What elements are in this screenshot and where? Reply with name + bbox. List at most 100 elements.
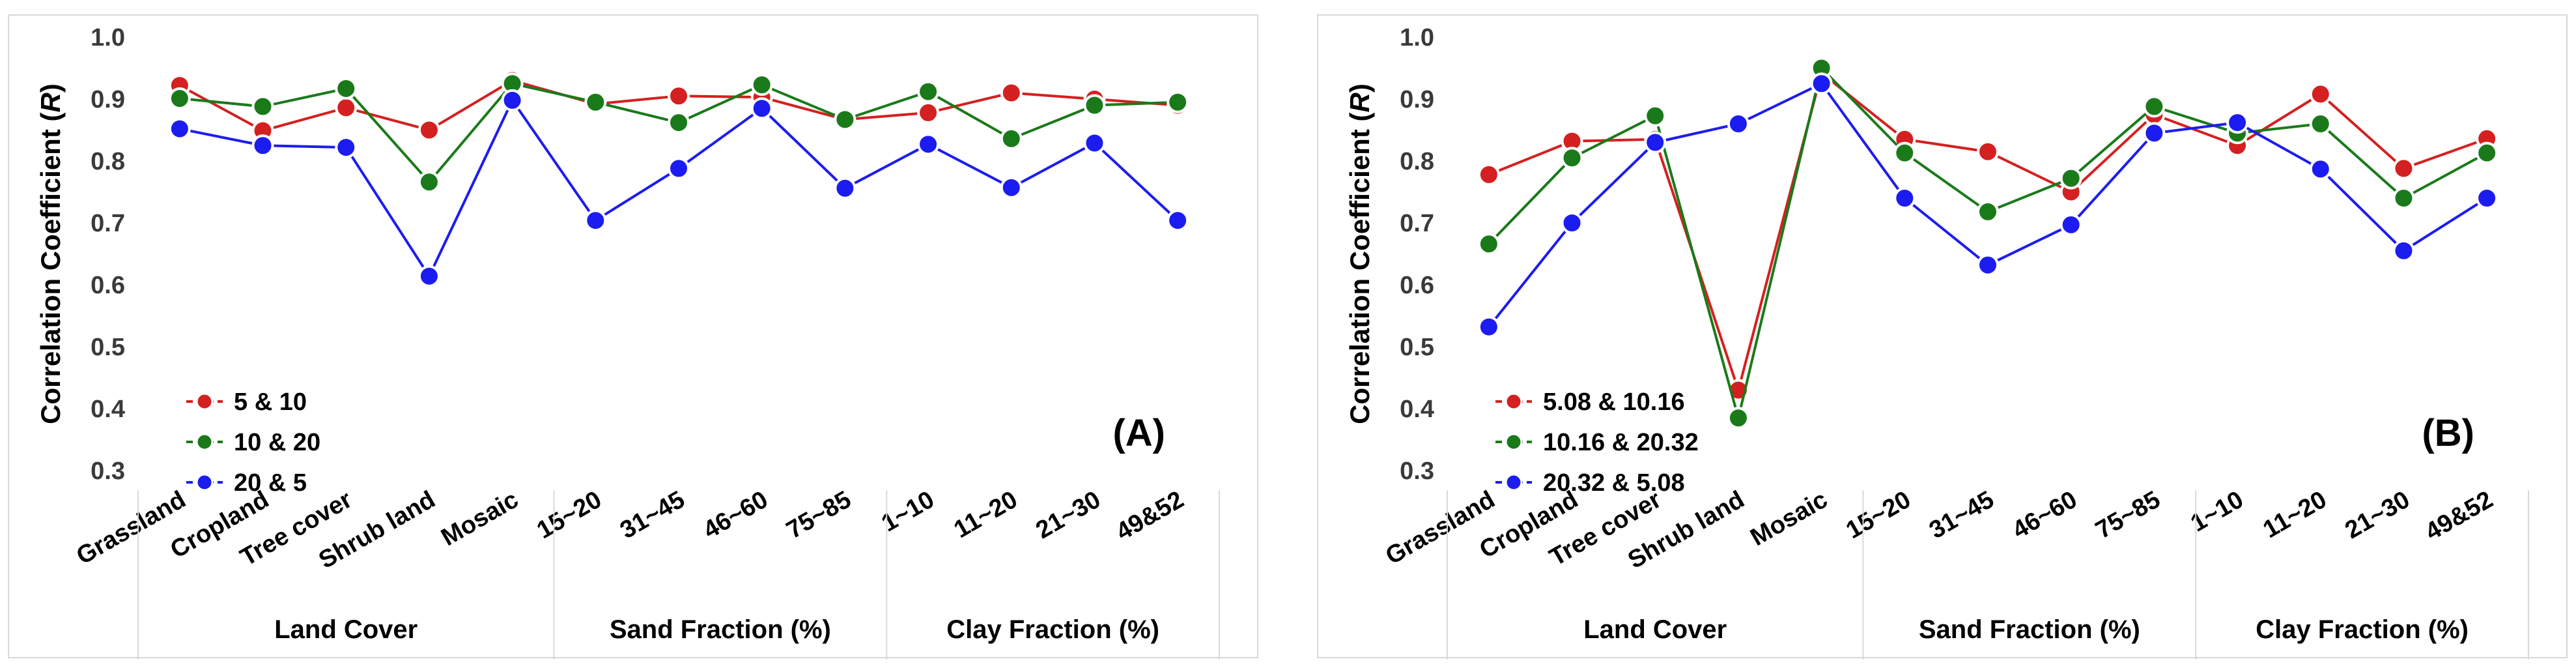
data-point [1083,94,1106,117]
data-point [1167,209,1189,232]
data-point [1810,72,1833,95]
data-point [750,74,773,96]
legend-marker-1 [1505,433,1523,451]
data-point [1893,187,1916,209]
data-point [834,108,856,131]
legend-label-0: 5 & 10 [234,388,307,416]
line-chart-b: 0.3 0.4 0.5 0.6 0.7 0.8 0.9 1.0 Correlation Coef… [1344,24,2529,660]
data-point [584,91,607,113]
data-point [2392,187,2415,209]
y-tick-label: 0.8 [91,148,125,175]
data-point [668,111,690,134]
data-point [418,265,440,287]
data-point [2392,157,2415,180]
category-label: 15~20 [1841,486,1915,544]
y-axis-label: Correlation Coefficient (R) [35,83,66,424]
data-point [1000,176,1023,199]
legend-label-2: 20 & 5 [234,469,307,497]
data-point [1167,91,1189,113]
group-label: Land Cover [1583,615,1727,644]
y-axis-label-suffix: ) [35,83,66,93]
category-label: 15~20 [532,486,606,544]
data-point [2143,95,2166,118]
category-label: 46~60 [2008,486,2082,544]
data-point [1727,113,1749,135]
y-tick-label: 0.4 [1400,396,1434,423]
data-point [1000,81,1023,104]
chart-panel-a: 0.3 0.4 0.5 0.6 0.7 0.8 0.9 1.0 Correlation Coef… [8,14,1258,660]
group-label: Sand Fraction (%) [610,615,831,644]
data-point [335,77,358,100]
chart-panel-b: 0.3 0.4 0.5 0.6 0.7 0.8 0.9 1.0 Correlation Coef… [1317,14,2568,660]
data-point [2059,213,2082,236]
category-label: 21~30 [1032,486,1105,544]
data-point [418,171,440,194]
data-point [2309,113,2332,135]
data-point [1561,212,1583,234]
line-chart-a: 0.3 0.4 0.5 0.6 0.7 0.8 0.9 1.0 Correlation Coef… [35,24,1220,660]
data-point [1977,254,1999,276]
data-point [1727,407,1749,430]
legend-label-1: 10.16 & 20.32 [1543,429,1699,456]
legend-marker-0 [195,392,214,411]
data-point [1477,315,1500,338]
data-point [917,133,940,156]
data-point [2309,83,2332,106]
data-point [1977,200,1999,223]
category-label: 31~45 [616,486,689,544]
y-tick-label: 0.4 [91,396,125,423]
category-label: 21~30 [2341,486,2414,544]
group-label: Land Cover [274,615,418,644]
data-point [917,80,940,103]
legend-marker-2 [195,473,214,491]
data-point [1083,132,1106,154]
data-point [168,87,191,110]
y-tick-label: 1.0 [91,24,125,51]
y-tick-label: 0.7 [1400,210,1434,237]
group-label: Clay Fraction (%) [946,615,1159,644]
y-axis-label-suffix: ) [1344,83,1375,93]
data-point [2059,167,2082,190]
legend-label-1: 10 & 20 [234,429,320,456]
legend-label-0: 5.08 & 10.16 [1543,388,1685,416]
data-point [834,177,856,199]
category-label: 75~85 [782,486,855,544]
y-axis-label: Correlation Coefficient (R) [1344,83,1375,424]
data-point [501,89,524,111]
y-tick-label: 0.8 [1400,148,1434,175]
data-point [1644,104,1667,127]
data-point [1477,233,1500,256]
data-point [2143,122,2166,145]
legend-marker-2 [1505,473,1523,491]
category-label: 46~60 [699,486,772,544]
data-point [251,134,274,157]
data-point [2476,187,2498,209]
data-point [335,96,358,119]
category-label: Grassland [72,486,190,570]
panel-label-a: (A) [1112,412,1165,454]
data-point [335,136,358,159]
data-point [168,117,191,140]
data-point [1561,147,1583,169]
series-line-0 [1488,70,2487,395]
data-point [418,119,440,141]
y-axis-label-variable: R [1344,92,1375,112]
data-point [251,95,274,118]
panel-label-b: (B) [2422,412,2474,454]
data-point [2392,239,2415,262]
y-tick-label: 1.0 [1400,24,1434,51]
category-label: 11~20 [950,486,1023,544]
category-label: 49&52 [2421,486,2498,546]
data-point [2476,141,2498,164]
category-label: Mosaic [437,486,524,551]
y-axis-label-variable: R [35,92,66,112]
category-label: 11~20 [2259,486,2332,544]
y-tick-label: 0.5 [1400,334,1434,361]
y-tick-label: 0.3 [1400,458,1434,485]
data-point [668,85,690,108]
y-tick-label: 0.3 [91,458,125,485]
category-label: 49&52 [1112,486,1189,546]
y-tick-label: 0.7 [91,210,125,237]
data-point [750,97,773,120]
data-point [584,209,607,232]
